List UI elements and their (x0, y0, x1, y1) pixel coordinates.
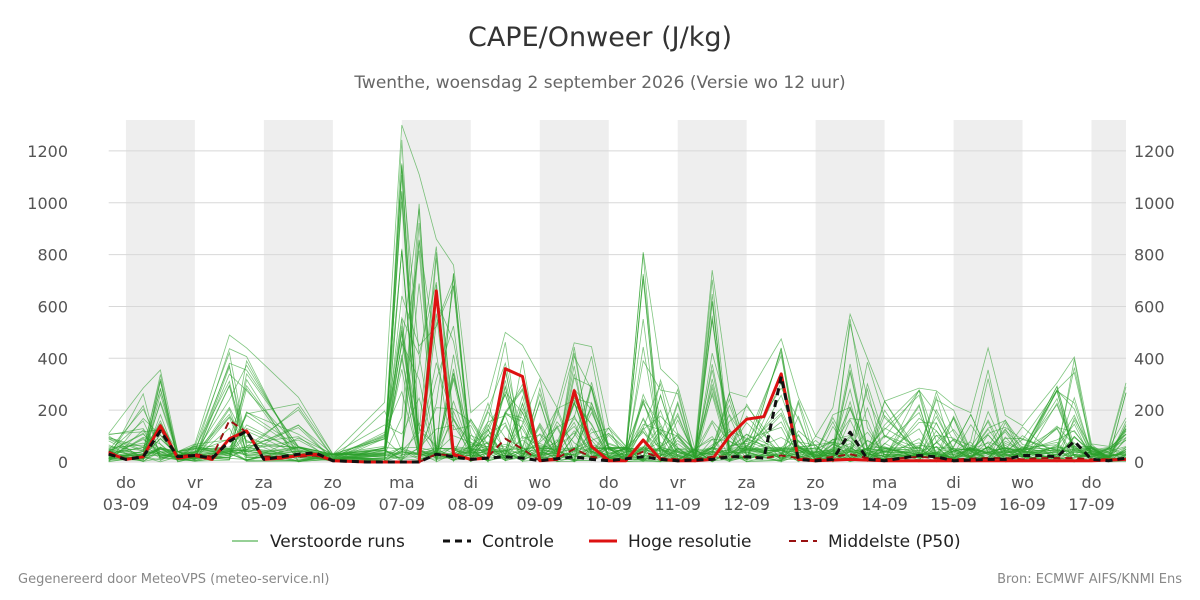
x-tick-day-label: za (255, 473, 273, 492)
y-tick-label-left: 800 (37, 246, 68, 265)
x-tick-date-label: 06-09 (310, 495, 357, 514)
x-tick-date-label: 11-09 (654, 495, 701, 514)
chart-title: CAPE/Onweer (J/kg) (467, 22, 732, 53)
x-tick-day-label: do (1082, 473, 1102, 492)
chart-subtitle: Twenthe, woensdag 2 september 2026 (Vers… (354, 73, 846, 93)
x-tick-day-label: zo (324, 473, 342, 492)
x-tick-day-label: vr (670, 473, 686, 492)
x-tick-date-label: 03-09 (103, 495, 150, 514)
day-shade-band (125, 120, 195, 462)
x-tick-date-label: 16-09 (999, 495, 1046, 514)
x-tick-date-label: 17-09 (1068, 495, 1115, 514)
x-tick-day-label: ma (389, 473, 414, 492)
legend-label-controle: Controle (482, 532, 554, 552)
day-shade-band (953, 120, 1023, 462)
y-tick-label-left: 0 (58, 453, 68, 472)
ensemble-member-line (108, 372, 1127, 463)
x-tick-date-label: 05-09 (241, 495, 288, 514)
y-tick-label-left: 400 (37, 349, 68, 368)
x-tick-day-label: wo (1011, 473, 1034, 492)
series-line-controle (108, 375, 1127, 464)
x-tick-day-label: za (738, 473, 756, 492)
y-tick-label-right: 1200 (1134, 142, 1175, 161)
x-tick-day-label: ma (872, 473, 897, 492)
x-tick-day-label: do (599, 473, 619, 492)
x-tick-date-label: 04-09 (172, 495, 219, 514)
x-tick-date-label: 08-09 (448, 495, 495, 514)
x-tick-date-label: 13-09 (792, 495, 839, 514)
chart-legend: Verstoorde runs Controle Hoge resolutie … (232, 532, 961, 552)
ensemble-member-line (108, 222, 1127, 462)
y-tick-label-left: 200 (37, 401, 68, 420)
x-tick-day-label: vr (187, 473, 203, 492)
x-tick-day-label: di (946, 473, 961, 492)
y-tick-label-right: 800 (1134, 246, 1165, 265)
x-tick-date-label: 07-09 (379, 495, 426, 514)
x-tick-date-label: 10-09 (585, 495, 632, 514)
x-tick-day-label: di (463, 473, 478, 492)
ensemble-member-line (108, 315, 1127, 463)
x-tick-day-label: do (116, 473, 136, 492)
footer-source: Bron: ECMWF AIFS/KNMI Ens (997, 572, 1182, 587)
day-shade-band (815, 120, 885, 462)
legend-label-hoge-resolutie: Hoge resolutie (628, 532, 752, 552)
legend-label-ensemble: Verstoorde runs (270, 532, 405, 552)
x-tick-date-label: 14-09 (861, 495, 908, 514)
y-tick-label-left: 1200 (27, 142, 68, 161)
y-tick-label-left: 1000 (27, 194, 68, 213)
y-tick-label-right: 200 (1134, 401, 1165, 420)
x-tick-day-label: wo (528, 473, 551, 492)
y-tick-label-right: 0 (1134, 453, 1144, 472)
legend-label-p50: Middelste (P50) (828, 532, 961, 552)
ensemble-member-line (108, 124, 1127, 455)
series-line-middelste-p50 (108, 419, 1126, 463)
footer-generator: Gegenereerd door MeteoVPS (meteo-service… (18, 572, 330, 587)
x-tick-date-label: 15-09 (930, 495, 977, 514)
day-shade-band (677, 120, 747, 462)
day-shade-band (263, 120, 333, 462)
y-tick-label-right: 600 (1134, 297, 1165, 316)
y-tick-label-right: 1000 (1134, 194, 1175, 213)
ensemble-member-line (108, 250, 1127, 463)
y-tick-label-right: 400 (1134, 349, 1165, 368)
y-tick-label-left: 600 (37, 297, 68, 316)
ensemble-member-line (108, 323, 1127, 463)
x-tick-date-label: 12-09 (723, 495, 770, 514)
x-tick-day-label: zo (807, 473, 825, 492)
x-tick-date-label: 09-09 (517, 495, 564, 514)
